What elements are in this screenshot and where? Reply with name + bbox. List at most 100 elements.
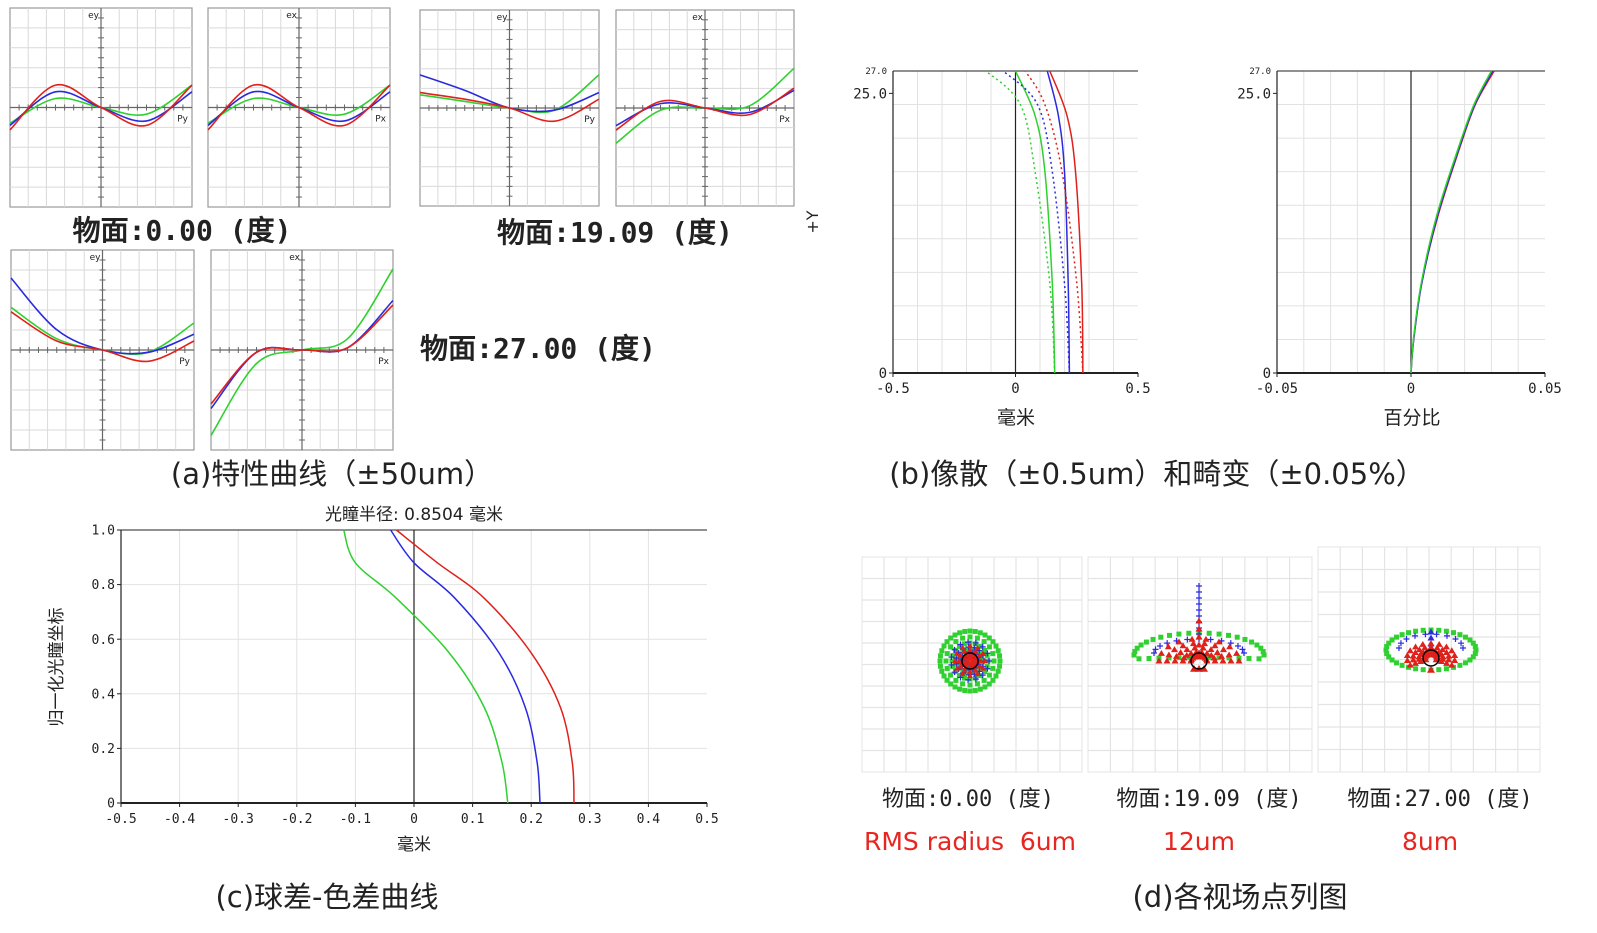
spot-point-green — [1386, 654, 1392, 660]
spot-point-blue — [965, 639, 972, 646]
spot-point-red — [1201, 640, 1209, 647]
spot-point-blue — [948, 661, 955, 668]
spot-point-green — [1457, 662, 1463, 668]
spot-label-0: 物面:0.00 (度) — [882, 787, 1054, 812]
spot-point-green — [1146, 656, 1152, 661]
spot-point-red — [1421, 644, 1429, 651]
spot-point-red — [1179, 657, 1187, 664]
spot-point-red — [978, 658, 984, 664]
spot-point-red — [1211, 642, 1219, 649]
fan-field-label-0: 物面:0.00 (度) — [73, 214, 292, 247]
spot-point-red — [1175, 638, 1183, 645]
spot-point-red — [1448, 647, 1456, 654]
spot-point-green — [1261, 652, 1267, 658]
spot-point-green — [944, 639, 950, 645]
spot-point-red — [1403, 657, 1411, 663]
airy-disk — [1190, 652, 1208, 670]
spot-point-red — [1448, 661, 1456, 668]
spot-point-blue — [979, 672, 986, 679]
spot-point-red — [1439, 646, 1447, 653]
spot-point-green — [981, 677, 987, 683]
spot-point-green — [977, 686, 983, 692]
dist-x-axis-label: 百分比 — [1383, 407, 1440, 429]
x-tick-label: -0.4 — [164, 812, 195, 827]
spot-point-blue — [1452, 636, 1459, 643]
spot-label-2: 物面:27.00 (度) — [1347, 787, 1532, 812]
spot-point-green — [982, 684, 988, 690]
rms-radius-2: 8um — [1402, 827, 1458, 856]
series-red-dashed-3 — [1024, 70, 1084, 374]
y-tick-label: 0 — [107, 797, 115, 812]
spot-point-green — [978, 662, 984, 668]
spot-point-blue — [1151, 650, 1157, 656]
spot-point-green — [937, 663, 943, 669]
series-blue-dashed-4 — [1002, 70, 1071, 374]
spot-point-green — [986, 635, 992, 641]
spot-point-red — [969, 656, 976, 662]
spot-point-red — [1195, 633, 1203, 640]
x-tick-label: 0.2 — [519, 812, 542, 827]
spot-point-green — [1134, 645, 1140, 651]
spot-point-red — [1202, 635, 1210, 642]
spot-point-green — [1242, 636, 1248, 642]
spot-point-red — [982, 658, 988, 664]
spot-panel-2 — [1317, 546, 1541, 773]
spot-point-green — [1436, 667, 1442, 673]
spot-point-red — [961, 648, 968, 654]
spot-point-red — [1157, 649, 1165, 656]
spot-point-red — [954, 650, 961, 656]
spot-point-green — [948, 681, 954, 687]
spot-point-red — [1406, 647, 1414, 654]
spot-point-red — [1445, 652, 1453, 659]
spot-point-red — [1443, 659, 1451, 666]
spot-point-blue — [957, 641, 964, 648]
x-tick-label: 0.5 — [1125, 381, 1150, 397]
spot-point-red — [1427, 643, 1435, 650]
spot-point-green — [950, 664, 956, 670]
spot-point-green — [1166, 632, 1172, 638]
spot-point-green — [957, 630, 963, 636]
spot-point-red — [1226, 643, 1234, 650]
spot-point-red — [1412, 643, 1420, 650]
spot-point-blue — [1422, 631, 1429, 638]
y-max-label: 27.0 — [1249, 67, 1271, 77]
spot-point-blue — [1412, 632, 1418, 639]
ray-fan-panels: ey Py ex Px ey Py ex Px ey Py ex Px — [9, 7, 795, 451]
spot-point-red — [1225, 651, 1233, 658]
spot-point-green — [982, 669, 988, 675]
spot-point-red — [1427, 666, 1435, 673]
spot-point-green — [990, 665, 996, 671]
spot-point-red — [1207, 646, 1215, 653]
x-tick-label: -0.05 — [1256, 381, 1298, 397]
spot-point-green — [960, 635, 966, 641]
spot-point-blue — [1458, 640, 1465, 647]
spot-point-green — [972, 628, 978, 634]
spot-point-blue — [986, 658, 992, 664]
fan-axis-label-pupil: Py — [584, 115, 595, 125]
spot-point-green — [1472, 650, 1478, 656]
spot-point-green — [944, 665, 950, 671]
spot-point-green — [944, 651, 950, 657]
fan-plot-2-ex: ex Px — [210, 249, 394, 451]
x-tick-label: -0.5 — [105, 812, 136, 827]
caption-d: (d)各视场点列图 — [1132, 880, 1347, 914]
fan-axis-label-ex: ex — [289, 253, 300, 263]
spot-point-green — [997, 658, 1003, 664]
spot-point-green — [1186, 630, 1192, 636]
spot-point-blue — [1427, 628, 1435, 635]
spot-point-red — [1171, 657, 1179, 664]
y-tick-label: 0.8 — [92, 578, 115, 593]
spot-point-blue — [1196, 583, 1202, 589]
fan-plot-2-ey: ey Py — [10, 249, 195, 451]
spot-point-green — [1389, 637, 1395, 643]
x-tick-label: -0.3 — [223, 812, 254, 827]
spot-point-green — [1443, 666, 1449, 672]
spot-point-blue — [951, 646, 958, 653]
y-tick-label: 1.0 — [92, 524, 115, 539]
spot-point-green — [956, 673, 962, 679]
spot-point-blue — [1403, 636, 1410, 643]
spot-point-blue — [1196, 589, 1202, 595]
spot-point-red — [967, 647, 973, 653]
spot-point-green — [1226, 655, 1232, 661]
